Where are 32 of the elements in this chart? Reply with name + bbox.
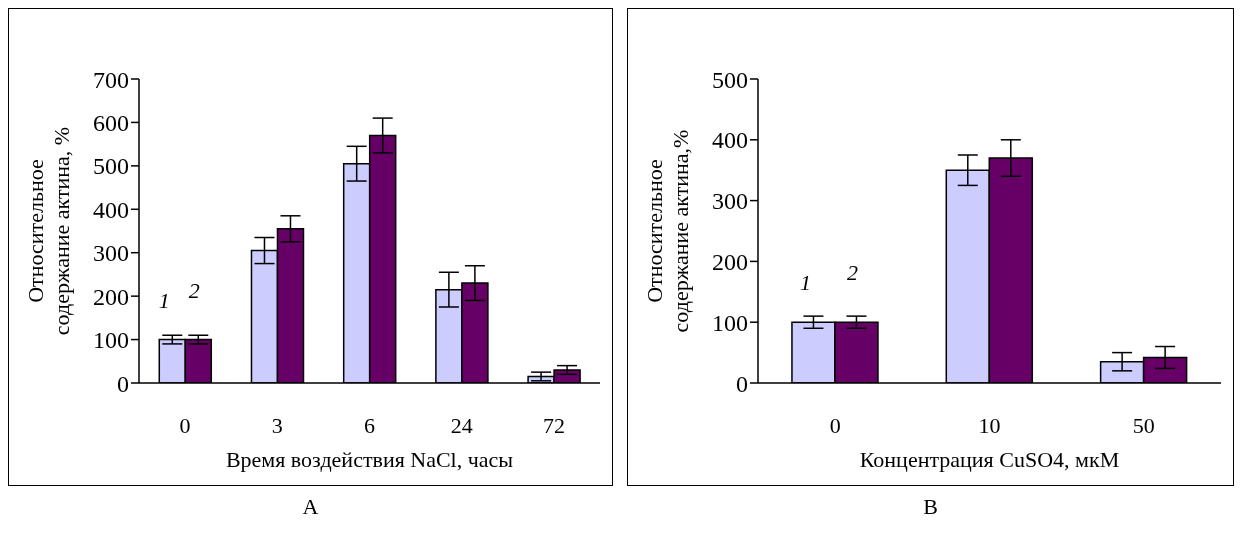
series-label: 2 — [846, 260, 858, 286]
text: A — [302, 494, 319, 520]
y-tick-label: 200 — [93, 283, 129, 310]
y-tick-label: 600 — [93, 109, 129, 136]
y-tick-label: 500 — [93, 153, 129, 180]
y-tick-label: 700 — [93, 66, 129, 93]
y-tick-label: 100 — [93, 327, 129, 354]
text: B — [923, 494, 938, 520]
x-tick-label: 6 — [364, 412, 375, 438]
y-tick-label: 500 — [712, 66, 748, 93]
y-axis-title: Относительное содержание актина,% — [642, 129, 693, 333]
x-tick-label: 3 — [271, 412, 283, 438]
y-tick-label: 100 — [712, 309, 748, 336]
y-tick-label: 300 — [712, 188, 748, 215]
y-tick-label: 400 — [93, 196, 129, 223]
x-tick-label: 50 — [1132, 412, 1155, 438]
series-label: 1 — [158, 287, 170, 313]
x-axis-title: Время воздействия NaCl, часы — [225, 447, 514, 472]
x-tick-label: 10 — [978, 412, 1001, 438]
x-tick-label: 0 — [829, 412, 841, 438]
x-axis-title: Концентрация CuSO4, мкМ — [859, 447, 1120, 472]
y-tick-label: 0 — [117, 370, 129, 397]
y-tick-label: 0 — [736, 370, 748, 397]
y-tick-label: 400 — [712, 127, 748, 154]
y-tick-label: 200 — [712, 248, 748, 275]
x-tick-label: 72 — [542, 412, 565, 438]
x-tick-label: 0 — [179, 412, 191, 438]
series-label: 1 — [799, 270, 811, 296]
x-tick-label: 24 — [450, 412, 473, 438]
y-tick-label: 300 — [93, 240, 129, 267]
series-label: 2 — [188, 277, 200, 303]
y-axis-title: Относительное содержание актина, % — [23, 126, 74, 336]
